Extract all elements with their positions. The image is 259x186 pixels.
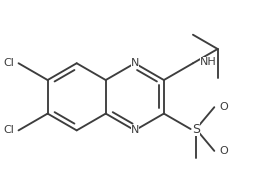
Text: O: O <box>220 146 228 156</box>
Text: O: O <box>220 102 228 112</box>
Text: N: N <box>131 125 139 135</box>
Text: NH: NH <box>200 57 217 68</box>
Text: Cl: Cl <box>3 125 14 135</box>
Text: S: S <box>192 123 200 136</box>
Text: Cl: Cl <box>3 58 14 68</box>
Text: N: N <box>131 58 139 68</box>
